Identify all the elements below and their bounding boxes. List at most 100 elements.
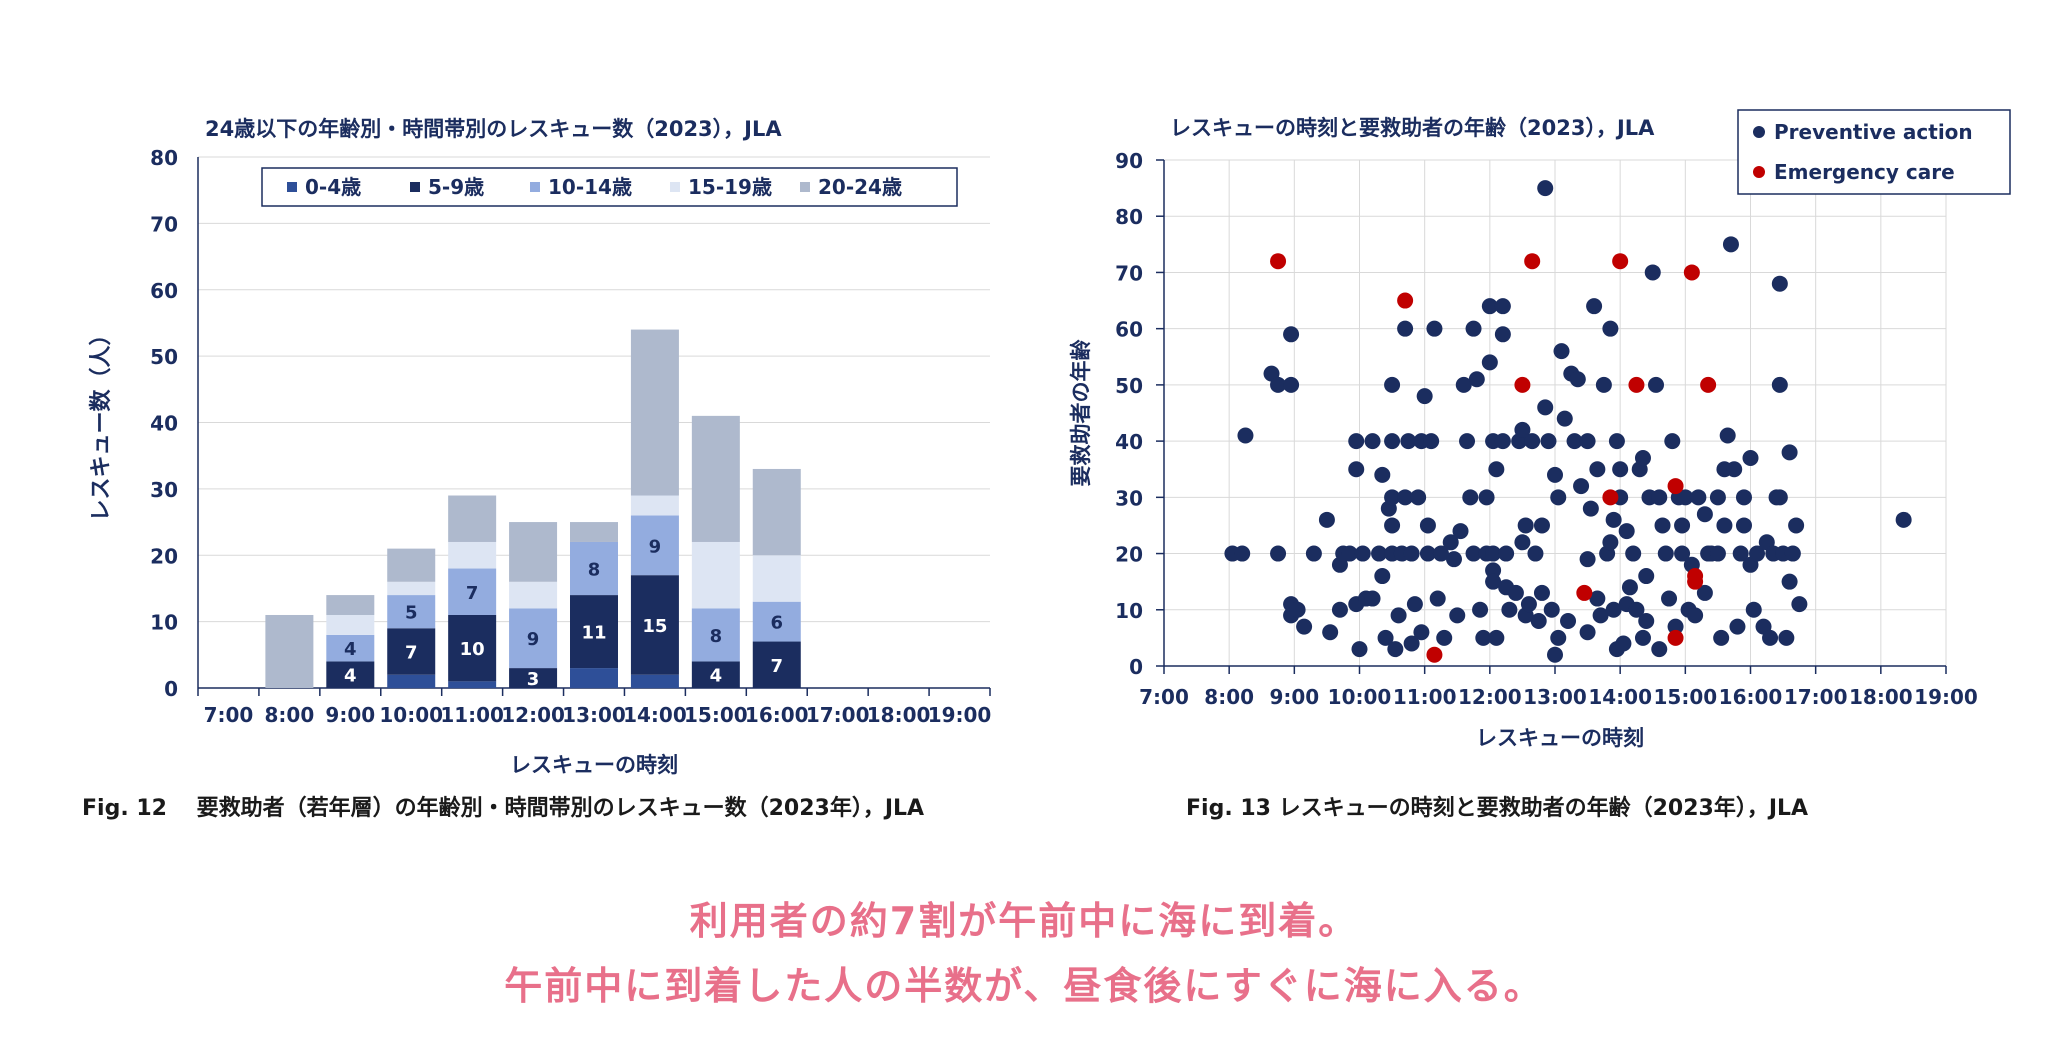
x-tick-label: 15:00 bbox=[684, 703, 748, 727]
legend-marker bbox=[1753, 126, 1765, 138]
bar-segment bbox=[448, 568, 497, 615]
preventive-action-point bbox=[1384, 376, 1401, 393]
preventive-action-point bbox=[1374, 466, 1391, 483]
y-tick-label: 40 bbox=[1115, 430, 1143, 454]
preventive-action-point bbox=[1608, 433, 1625, 450]
preventive-action-point bbox=[1436, 629, 1453, 646]
preventive-action-point bbox=[1354, 545, 1371, 562]
emergency-care-point bbox=[1514, 376, 1531, 393]
preventive-action-point bbox=[1452, 523, 1469, 540]
preventive-action-point bbox=[1595, 376, 1612, 393]
preventive-action-point bbox=[1615, 635, 1632, 652]
bar-segment bbox=[570, 541, 618, 596]
bar-segment bbox=[387, 548, 436, 582]
x-tick-label: 12:00 bbox=[1458, 685, 1522, 709]
x-tick-label: 9:00 bbox=[1269, 685, 1319, 709]
preventive-action-point bbox=[1771, 489, 1788, 506]
figure-12-caption: Fig. 12 要救助者（若年層）の年齢別・時間帯別のレスキュー数（2023年）… bbox=[82, 796, 925, 821]
legend-box bbox=[261, 167, 958, 207]
preventive-action-point bbox=[1547, 466, 1563, 483]
legend-swatch bbox=[410, 182, 420, 192]
preventive-action-point bbox=[1638, 568, 1655, 585]
preventive-action-point bbox=[1384, 517, 1401, 534]
legend-label: Preventive action bbox=[1774, 120, 1973, 144]
y-tick-label: 0 bbox=[1129, 655, 1143, 679]
bar-segment bbox=[448, 681, 497, 688]
emergency-care-point bbox=[1628, 376, 1645, 393]
preventive-action-point bbox=[1716, 517, 1733, 534]
bar-segment bbox=[630, 515, 679, 576]
preventive-action-point bbox=[1494, 433, 1511, 450]
preventive-action-point bbox=[1468, 371, 1485, 388]
x-tick-label: 14:00 bbox=[1588, 685, 1652, 709]
preventive-action-point bbox=[1472, 601, 1489, 618]
preventive-action-point bbox=[1459, 433, 1476, 450]
preventive-action-point bbox=[1719, 427, 1736, 444]
y-tick-label: 60 bbox=[1115, 318, 1143, 342]
y-tick-label: 10 bbox=[1115, 599, 1143, 623]
bar-segment bbox=[448, 495, 497, 542]
preventive-action-point bbox=[1644, 264, 1661, 281]
preventive-action-point bbox=[1709, 545, 1726, 562]
preventive-action-point bbox=[1533, 517, 1550, 534]
preventive-action-point bbox=[1384, 433, 1401, 450]
y-axis-title: レスキュー数（人） bbox=[88, 323, 114, 521]
preventive-action-point bbox=[1543, 601, 1560, 618]
preventive-action-point bbox=[1485, 545, 1502, 562]
preventive-action-point bbox=[1687, 607, 1704, 624]
preventive-action-point bbox=[1582, 500, 1599, 517]
preventive-action-point bbox=[1410, 489, 1427, 506]
bar-segment bbox=[691, 608, 740, 662]
preventive-action-point bbox=[1735, 517, 1752, 534]
preventive-action-point bbox=[1488, 629, 1505, 646]
data-label: 4 bbox=[344, 639, 357, 660]
data-label: 10 bbox=[460, 639, 485, 660]
y-tick-label: 80 bbox=[150, 146, 178, 170]
preventive-action-point bbox=[1550, 629, 1567, 646]
preventive-action-point bbox=[1735, 489, 1752, 506]
data-label: 15 bbox=[642, 616, 667, 637]
preventive-action-point bbox=[1348, 433, 1365, 450]
preventive-action-point bbox=[1781, 444, 1798, 461]
legend-box bbox=[1737, 109, 2011, 195]
bar-segment bbox=[570, 668, 618, 688]
preventive-action-point bbox=[1573, 478, 1590, 495]
preventive-action-point bbox=[1745, 601, 1762, 618]
preventive-action-point bbox=[1621, 579, 1638, 596]
preventive-action-point bbox=[1553, 343, 1570, 360]
preventive-action-point bbox=[1449, 607, 1466, 624]
x-tick-label: 13:00 bbox=[562, 703, 626, 727]
preventive-action-point bbox=[1416, 388, 1433, 405]
preventive-action-point bbox=[1625, 545, 1642, 562]
preventive-action-point bbox=[1305, 545, 1322, 562]
emergency-care-point bbox=[1524, 253, 1541, 270]
x-tick-label: 17:00 bbox=[806, 703, 870, 727]
data-label: 8 bbox=[588, 560, 601, 581]
y-tick-label: 10 bbox=[150, 611, 178, 635]
preventive-action-point bbox=[1602, 320, 1619, 337]
preventive-action-point bbox=[1589, 461, 1606, 478]
preventive-action-point bbox=[1426, 320, 1443, 337]
x-tick-label: 16:00 bbox=[745, 703, 809, 727]
bar-segment bbox=[630, 495, 679, 516]
x-tick-label: 10:00 bbox=[379, 703, 443, 727]
preventive-action-point bbox=[1465, 545, 1482, 562]
preventive-action-point bbox=[1791, 596, 1808, 613]
preventive-action-point bbox=[1377, 629, 1394, 646]
x-tick-label: 18:00 bbox=[867, 703, 931, 727]
preventive-action-point bbox=[1654, 517, 1671, 534]
data-label: 8 bbox=[710, 626, 723, 647]
preventive-action-point bbox=[1283, 376, 1300, 393]
preventive-action-point bbox=[1397, 320, 1414, 337]
bar-segment bbox=[448, 614, 497, 682]
bar-segment bbox=[326, 661, 375, 688]
legend-swatch bbox=[800, 182, 810, 192]
x-tick-label: 12:00 bbox=[501, 703, 565, 727]
preventive-action-point bbox=[1648, 376, 1665, 393]
bar-segment bbox=[387, 628, 436, 675]
preventive-action-point bbox=[1749, 545, 1766, 562]
emergency-care-point bbox=[1667, 629, 1684, 646]
chart-title: 24歳以下の年齢別・時間帯別のレスキュー数（2023），JLA bbox=[205, 117, 782, 141]
emergency-care-point bbox=[1426, 646, 1443, 663]
preventive-action-point bbox=[1618, 523, 1635, 540]
